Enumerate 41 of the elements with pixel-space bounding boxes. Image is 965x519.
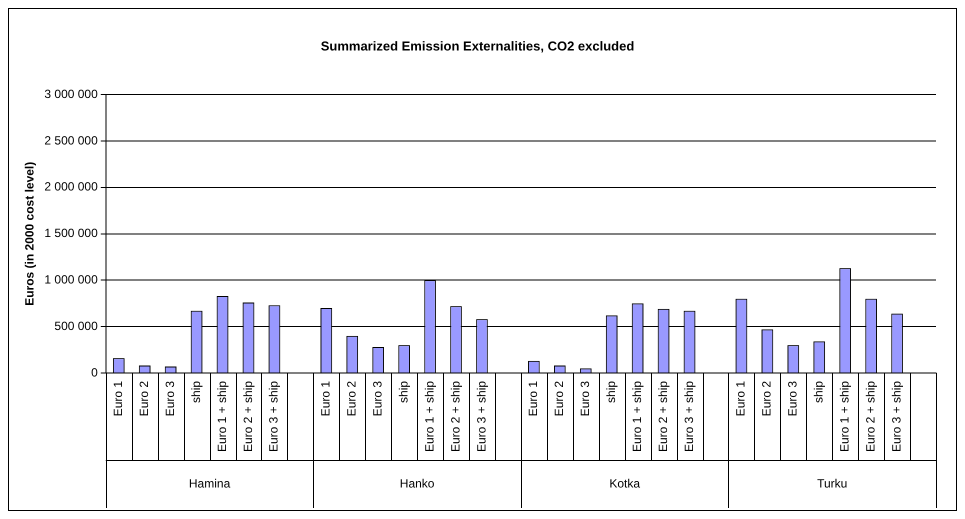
y-axis-title: Euros (in 2000 cost level) — [22, 162, 37, 306]
x-tick-label: Euro 3 — [162, 380, 177, 416]
x-tick-label: Euro 2 — [137, 380, 152, 416]
text: Turku — [817, 476, 848, 490]
x-tick-label: Euro 3 + ship — [266, 380, 281, 452]
x-tick-label: ship — [188, 380, 203, 403]
x-tick-label: Euro 2 + ship — [656, 380, 670, 452]
x-tick-label: Euro 1 — [526, 380, 540, 416]
x-tick-label: ship — [396, 380, 410, 403]
text: Kotka — [609, 476, 640, 490]
chart-title: Summarized Emission Externalities, CO2 excluded — [320, 38, 634, 54]
y-tick-label: 1 500 000 — [44, 226, 98, 240]
x-tick-label: Euro 3 + ship — [474, 380, 488, 452]
x-tick-label: Euro 1 + ship — [630, 380, 644, 452]
y-tick-label: 2 500 000 — [44, 133, 98, 148]
text: Hamina — [188, 476, 231, 490]
x-tick-label: Euro 1 — [734, 380, 748, 416]
x-tick-label: Euro 2 + ship — [448, 380, 462, 452]
x-tick-label: Euro 3 + ship — [682, 380, 696, 452]
x-tick-label: Euro 2 — [760, 380, 774, 416]
x-tick-label: Euro 2 — [344, 380, 359, 416]
x-tick-label: Euro 1 + ship — [214, 380, 229, 452]
x-tick-label: Euro 1 — [111, 380, 126, 416]
x-tick-label: Euro 2 — [552, 380, 566, 416]
x-tick-label: Euro 2 + ship — [863, 380, 878, 452]
text: Hanko — [400, 476, 435, 490]
y-tick-label: 2 000 000 — [44, 180, 98, 194]
x-tick-label: Euro 2 + ship — [240, 380, 255, 452]
x-tick-label: Euro 1 + ship — [838, 380, 852, 452]
x-tick-label: ship — [604, 380, 618, 403]
x-tick-label: Euro 3 + ship — [889, 380, 904, 452]
x-tick-label: Euro 3 — [786, 380, 800, 416]
y-tick-label: 0 — [91, 365, 98, 380]
y-tick-label: 1 000 000 — [44, 272, 98, 286]
x-tick-label: Euro 3 — [578, 380, 592, 416]
y-tick-label: 3 000 000 — [44, 86, 98, 101]
x-tick-label: Euro 1 — [318, 380, 333, 416]
x-tick-label: Euro 1 + ship — [422, 380, 436, 452]
x-tick-label: Euro 3 — [370, 380, 385, 416]
y-tick-label: 500 000 — [54, 318, 98, 333]
x-tick-label: ship — [812, 380, 826, 403]
